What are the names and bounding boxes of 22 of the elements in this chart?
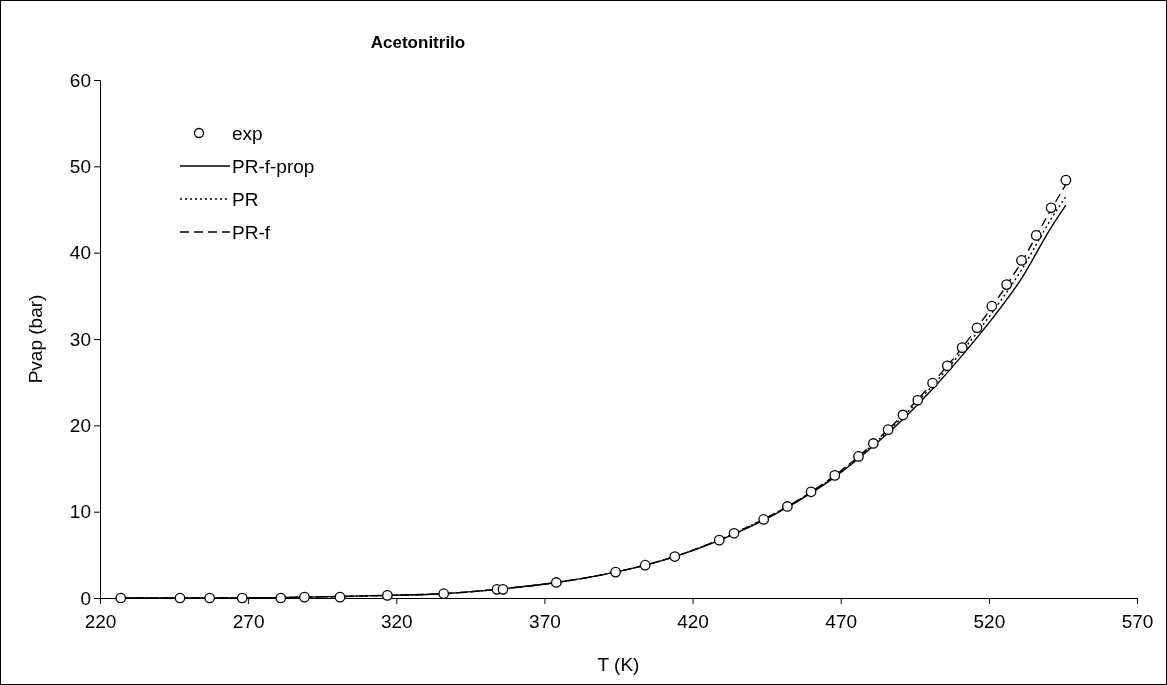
legend-label: PR-f-prop	[232, 156, 315, 177]
legend-label: PR-f	[232, 222, 271, 243]
x-tick-label: 470	[825, 610, 858, 632]
y-tick-label: 10	[69, 501, 91, 523]
x-tick-label: 520	[973, 610, 1006, 632]
y-tick-label: 60	[69, 69, 91, 91]
x-tick-label: 320	[380, 610, 413, 632]
y-tick-label: 30	[69, 328, 91, 350]
x-axis-title: T (K)	[597, 654, 640, 675]
y-tick-label: 50	[69, 155, 91, 177]
x-tick-label: 370	[529, 610, 561, 632]
legend-label: exp	[232, 123, 263, 144]
x-tick-label: 420	[677, 610, 709, 632]
y-tick-label: 40	[69, 242, 91, 264]
y-tick-label: 20	[69, 414, 91, 436]
x-tick-label: 220	[84, 610, 117, 632]
legend-label: PR	[232, 189, 259, 210]
x-tick-label: 270	[232, 610, 265, 632]
y-tick-label: 0	[80, 587, 91, 609]
y-axis-title: Pvap (bar)	[25, 294, 46, 384]
x-tick-label: 570	[1121, 610, 1154, 632]
chart-title: Acetonitrilo	[370, 33, 466, 52]
